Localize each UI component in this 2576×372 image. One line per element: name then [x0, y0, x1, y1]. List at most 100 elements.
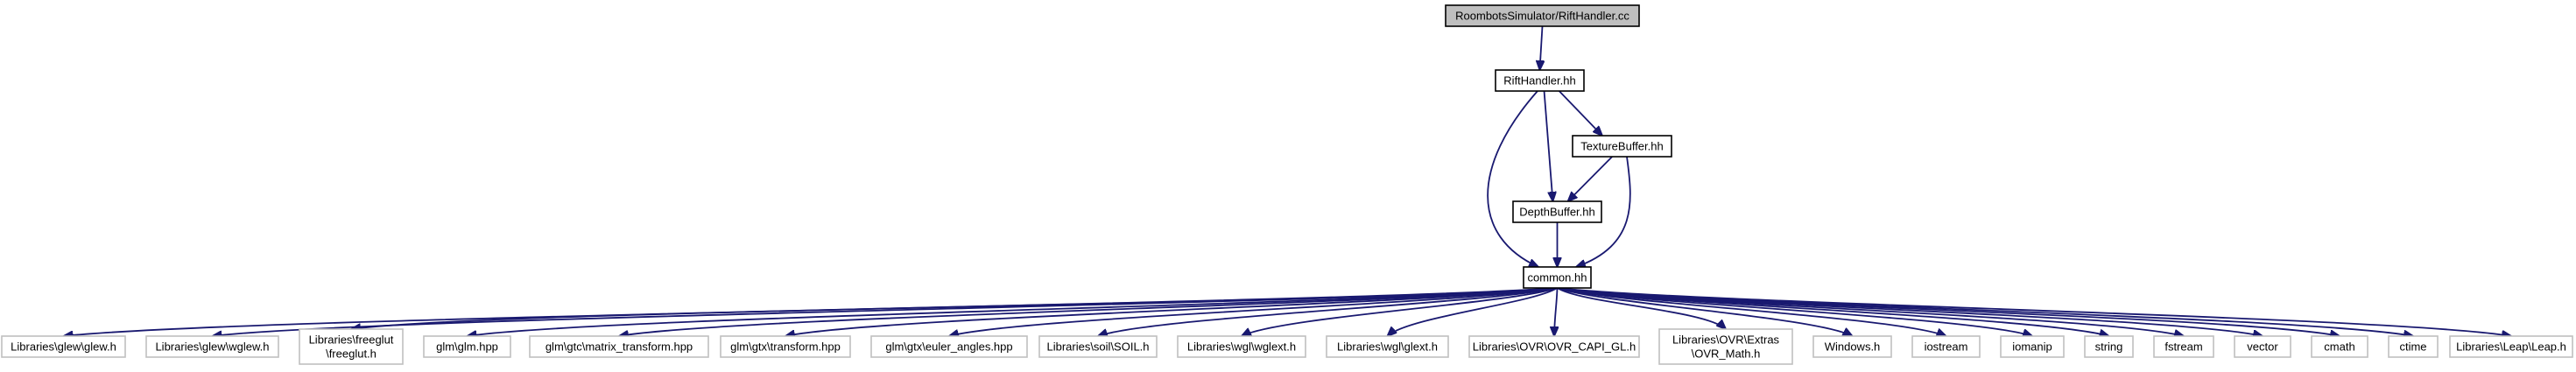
edge-rift-to-common: [1487, 90, 1538, 267]
edge-rift-to-depth: [1543, 90, 1553, 201]
node-box-glext: [1326, 335, 1449, 358]
edge-common-to-soil: [1098, 287, 1558, 336]
node-ovrgl: Libraries\OVR\OVR_CAPI_GL.h: [1468, 335, 1640, 358]
edge-common-to-glext: [1388, 287, 1558, 336]
node-iostream: iostream: [1911, 335, 1981, 358]
node-box-cmath: [2311, 335, 2368, 358]
node-rift[interactable]: RiftHandler.hh: [1495, 69, 1585, 92]
node-glext: Libraries\wgl\glext.h: [1326, 335, 1449, 358]
node-label-soil: Libraries\soil\SOIL.h: [1046, 340, 1149, 354]
edges-layer: [64, 25, 2512, 336]
edge-common-to-wglew: [213, 287, 1558, 336]
node-label-depth: DepthBuffer.hh: [1519, 206, 1595, 219]
node-label-ctime: ctime: [2399, 340, 2426, 354]
node-label-fstream: fstream: [2164, 340, 2202, 354]
node-glew: Libraries\glew\glew.h: [1, 335, 126, 358]
node-wglext: Libraries\wgl\wglext.h: [1177, 335, 1306, 358]
node-vector: vector: [2234, 335, 2291, 358]
node-box-rift: [1495, 69, 1585, 92]
node-box-iomanip: [2000, 335, 2065, 358]
node-box-root: [1445, 4, 1640, 27]
node-label-freeglut-line1: Libraries\freeglut: [309, 333, 394, 347]
edge-rift-to-texture: [1559, 90, 1602, 136]
node-windows: Windows.h: [1812, 335, 1892, 358]
node-label-texture: TextureBuffer.hh: [1580, 140, 1663, 153]
node-ctime: ctime: [2388, 335, 2439, 358]
edge-root-to-rift: [1540, 25, 1543, 70]
node-box-texture: [1572, 135, 1672, 158]
node-iomanip: iomanip: [2000, 335, 2065, 358]
node-box-gtx: [720, 335, 851, 358]
node-ovrmath: Libraries\OVR\Extras\OVR_Math.h: [1658, 328, 1793, 365]
node-cmath: cmath: [2311, 335, 2368, 358]
node-box-ovrgl: [1468, 335, 1640, 358]
node-label-cmath: cmath: [2324, 340, 2354, 354]
node-box-common: [1523, 266, 1592, 289]
edge-texture-to-common: [1576, 156, 1631, 267]
node-label-euler: glm\gtx\euler_angles.hpp: [885, 340, 1012, 354]
edge-common-to-ovrgl: [1554, 287, 1558, 336]
edge-common-to-euler: [949, 287, 1558, 336]
edge-common-to-glm: [468, 287, 1558, 336]
nodes-layer: RoombotsSimulator/RiftHandler.cc RiftHand…: [1, 4, 2573, 365]
node-soil: Libraries\soil\SOIL.h: [1038, 335, 1158, 358]
node-root[interactable]: RoombotsSimulator/RiftHandler.cc: [1445, 4, 1640, 27]
node-label-ovrmath-line1: Libraries\OVR\Extras: [1672, 333, 1780, 347]
edge-common-to-freeglut: [351, 287, 1558, 329]
node-label-iostream: iostream: [1925, 340, 1968, 354]
node-box-wglew: [145, 335, 279, 358]
node-box-fstream: [2153, 335, 2214, 358]
node-mt: glm\gtc\matrix_transform.hpp: [529, 335, 709, 358]
node-label-windows: Windows.h: [1825, 340, 1881, 354]
edge-texture-to-depth: [1568, 156, 1613, 201]
node-euler: glm\gtx\euler_angles.hpp: [870, 335, 1028, 358]
node-label-ovrmath-line2: \OVR_Math.h: [1692, 347, 1761, 361]
node-box-ctime: [2388, 335, 2439, 358]
node-label-glext: Libraries\wgl\glext.h: [1337, 340, 1438, 354]
node-freeglut: Libraries\freeglut\freeglut.h: [299, 328, 404, 365]
node-box-soil: [1038, 335, 1158, 358]
edge-common-to-windows: [1557, 287, 1853, 336]
node-box-string: [2084, 335, 2134, 358]
node-box-iostream: [1911, 335, 1981, 358]
node-box-vector: [2234, 335, 2291, 358]
node-label-root: RoombotsSimulator/RiftHandler.cc: [1455, 10, 1629, 23]
node-common[interactable]: common.hh: [1523, 266, 1592, 289]
node-box-ovrmath: [1658, 328, 1793, 365]
node-box-glm: [423, 335, 511, 358]
edge-common-to-leap: [1557, 287, 2512, 336]
node-fstream: fstream: [2153, 335, 2214, 358]
edge-common-to-wglext: [1242, 287, 1558, 336]
node-box-leap: [2449, 335, 2573, 358]
node-box-wglext: [1177, 335, 1306, 358]
node-gtx: glm\gtx\transform.hpp: [720, 335, 851, 358]
node-depth[interactable]: DepthBuffer.hh: [1512, 200, 1602, 223]
node-label-leap: Libraries\Leap\Leap.h: [2456, 340, 2566, 354]
node-label-vector: vector: [2247, 340, 2278, 354]
node-leap: Libraries\Leap\Leap.h: [2449, 335, 2573, 358]
node-string: string: [2084, 335, 2134, 358]
edge-common-to-iostream: [1557, 287, 1946, 336]
node-box-euler: [870, 335, 1028, 358]
node-label-ovrgl: Libraries\OVR\OVR_CAPI_GL.h: [1473, 340, 1636, 354]
node-label-rift: RiftHandler.hh: [1503, 74, 1575, 88]
node-box-glew: [1, 335, 126, 358]
node-box-mt: [529, 335, 709, 358]
node-glm: glm\glm.hpp: [423, 335, 511, 358]
node-texture[interactable]: TextureBuffer.hh: [1572, 135, 1672, 158]
node-label-wglew: Libraries\glew\wglew.h: [155, 340, 269, 354]
node-label-common: common.hh: [1528, 271, 1587, 284]
node-label-gtx: glm\gtx\transform.hpp: [730, 340, 841, 354]
node-box-windows: [1812, 335, 1892, 358]
node-label-freeglut-line2: \freeglut.h: [326, 347, 377, 361]
node-box-depth: [1512, 200, 1602, 223]
node-label-iomanip: iomanip: [2012, 340, 2052, 354]
node-label-glm: glm\glm.hpp: [436, 340, 498, 354]
node-wglew: Libraries\glew\wglew.h: [145, 335, 279, 358]
edge-common-to-mt: [619, 287, 1558, 336]
node-label-glew: Libraries\glew\glew.h: [11, 340, 116, 354]
node-label-mt: glm\gtc\matrix_transform.hpp: [545, 340, 693, 354]
edge-common-to-ovrmath: [1557, 287, 1727, 329]
node-box-freeglut: [299, 328, 404, 365]
